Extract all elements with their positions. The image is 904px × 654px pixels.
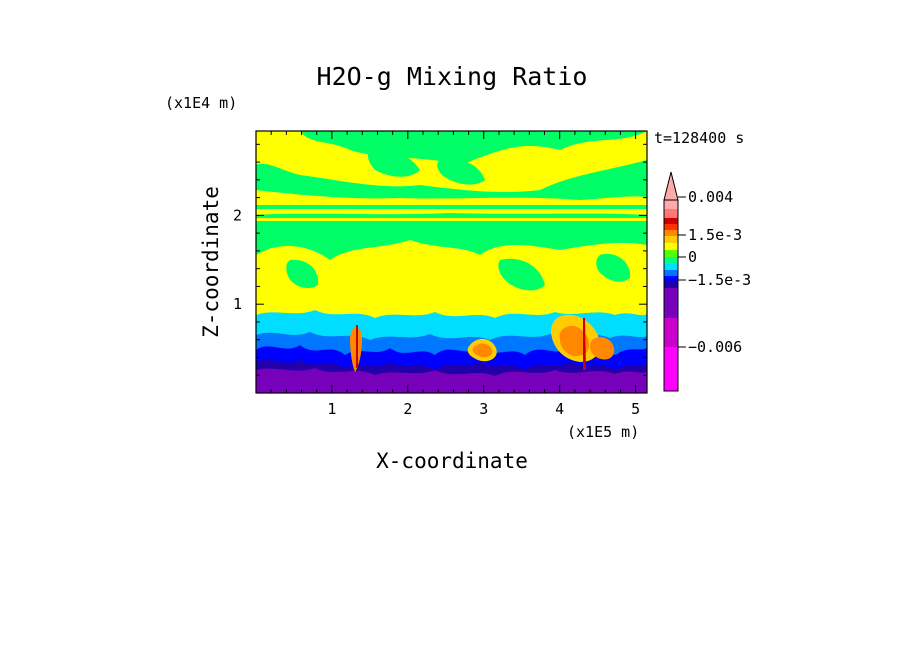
field-purple-layer [256,368,647,393]
x-tick-label: 1 [327,400,336,418]
field-mid-yellow [256,240,647,320]
colorbar-segment [664,224,678,230]
colorbar-tick-label: 1.5e-3 [688,226,742,244]
colorbar-tick-label: 0 [688,248,697,266]
time-label: t=128400 s [654,129,744,147]
y-axis-label: Z-coordinate [199,186,223,338]
colorbar-frame [663,199,679,392]
colorbar-tick-label: −0.006 [688,338,742,356]
field-green-patch-5 [596,253,631,282]
x-tick-label: 3 [479,400,488,418]
field-red-streak-1 [583,318,586,370]
x-tick-label: 5 [631,400,640,418]
colorbar-segment [664,209,678,218]
colorbar-segment [664,236,678,243]
field-orange-plume-3 [590,337,615,360]
x-tick-label: 2 [403,400,412,418]
heatmap-field [256,131,647,393]
colorbar-segment [664,250,678,257]
y-tick-label: 1 [233,295,242,313]
colorbar-extension [663,171,679,201]
colorbar-segment [664,318,678,347]
field-upper-yellow [256,131,647,193]
y-tick-label: 2 [233,206,242,224]
x-axis-label: X-coordinate [376,449,528,473]
colorbar-segment [664,218,678,224]
field-green-patch-3 [498,258,545,291]
colorbar-segment [664,276,678,282]
colorbar-tick-label: 0.004 [688,188,733,206]
field-orange-plume-1-core [472,343,493,358]
colorbar-segment [664,347,678,391]
field-orange-plume-2-core [559,325,590,357]
colorbar-segment [664,200,678,209]
colorbar [663,171,679,392]
chart-title: H2O-g Mixing Ratio [317,62,588,91]
x-tick-label: 4 [555,400,564,418]
field-green-patch-4 [286,259,319,289]
colorbar-segment [664,270,678,276]
colorbar-tick-label: −1.5e-3 [688,271,751,289]
colorbar-segment [664,264,678,270]
field-thin-green-line [256,205,647,209]
colorbar-segment [664,282,678,288]
colorbar-segment [664,230,678,236]
plot-frame [255,130,648,394]
y-multiplier-label: (x1E4 m) [165,94,237,112]
field-green-patch-2 [437,158,485,185]
colorbar-segment [664,288,678,318]
y-axis: 12 [233,143,647,376]
colorbar-labels: 0.004 1.5e-3 0 −1.5e-3 −0.006 [678,188,751,356]
colorbar-segment [664,257,678,264]
x-multiplier-label: (x1E5 m) [567,423,639,441]
field-red-streak-2 [356,325,358,368]
colorbar-segment [664,243,678,250]
x-axis: 1 2 3 4 5 [270,131,640,418]
field-thin-yellow-line [256,218,647,221]
field-green-patch-1 [367,148,420,177]
